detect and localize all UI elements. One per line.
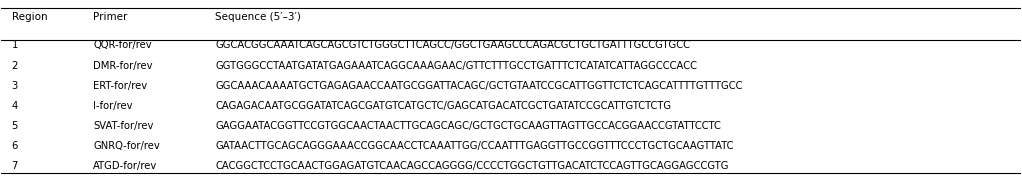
Text: GGTGGGCCTAATGATATGAGAAATCAGGCAAAGAAC/GTTCTTTGCCTGATTTCTCATATCATTAGGCCCACC: GGTGGGCCTAATGATATGAGAAATCAGGCAAAGAAC/GTT…: [216, 61, 697, 71]
Text: 2: 2: [11, 61, 18, 71]
Text: GAGGAATACGGTTCCGTGGCAACTAACTTGCAGCAGC/GCTGCTGCAAGTTAGTTGCCACGGAACCGTATTCCTC: GAGGAATACGGTTCCGTGGCAACTAACTTGCAGCAGC/GC…: [216, 121, 722, 131]
Text: GGCAAACAAAATGCTGAGAGAACCAATGCGGATTACAGC/GCTGTAATCCGCATTGGTTCTCTCAGCATTTTGTTTGCC: GGCAAACAAAATGCTGAGAGAACCAATGCGGATTACAGC/…: [216, 81, 743, 91]
Text: 4: 4: [11, 101, 17, 111]
Text: Sequence (5′–3′): Sequence (5′–3′): [216, 12, 301, 22]
Text: ATGD-for/rev: ATGD-for/rev: [93, 161, 157, 171]
Text: 1: 1: [11, 40, 18, 50]
Text: CAGAGACAATGCGGATATCAGCGATGTCATGCTC/GAGCATGACATCGCTGATATCCGCATTGTCTCTG: CAGAGACAATGCGGATATCAGCGATGTCATGCTC/GAGCA…: [216, 101, 671, 111]
Text: QQR-for/rev: QQR-for/rev: [93, 40, 151, 50]
Text: 6: 6: [11, 141, 18, 151]
Text: I-for/rev: I-for/rev: [93, 101, 133, 111]
Text: GATAACTTGCAGCAGGGAAACCGGCAACCTCAAATTGG/CCAATTTGAGGTTGCCGGTTTCCCTGCTGCAAGTTATC: GATAACTTGCAGCAGGGAAACCGGCAACCTCAAATTGG/C…: [216, 141, 734, 151]
Text: ERT-for/rev: ERT-for/rev: [93, 81, 147, 91]
Text: DMR-for/rev: DMR-for/rev: [93, 61, 152, 71]
Text: 7: 7: [11, 161, 18, 171]
Text: 5: 5: [11, 121, 18, 131]
Text: GNRQ-for/rev: GNRQ-for/rev: [93, 141, 159, 151]
Text: Region: Region: [11, 12, 47, 22]
Text: Primer: Primer: [93, 12, 128, 22]
Text: SVAT-for/rev: SVAT-for/rev: [93, 121, 153, 131]
Text: GGCACGGCAAATCAGCAGCGTCTGGGCTTCAGCC/GGCTGAAGCCCAGACGCTGCTGATTTGCCGTGCC: GGCACGGCAAATCAGCAGCGTCTGGGCTTCAGCC/GGCTG…: [216, 40, 691, 50]
Text: CACGGCTCCTGCAACTGGAGATGTCAACAGCCAGGGG/CCCCTGGCTGTTGACATCTCCAGTTGCAGGAGCCGTG: CACGGCTCCTGCAACTGGAGATGTCAACAGCCAGGGG/CC…: [216, 161, 729, 171]
Text: 3: 3: [11, 81, 17, 91]
